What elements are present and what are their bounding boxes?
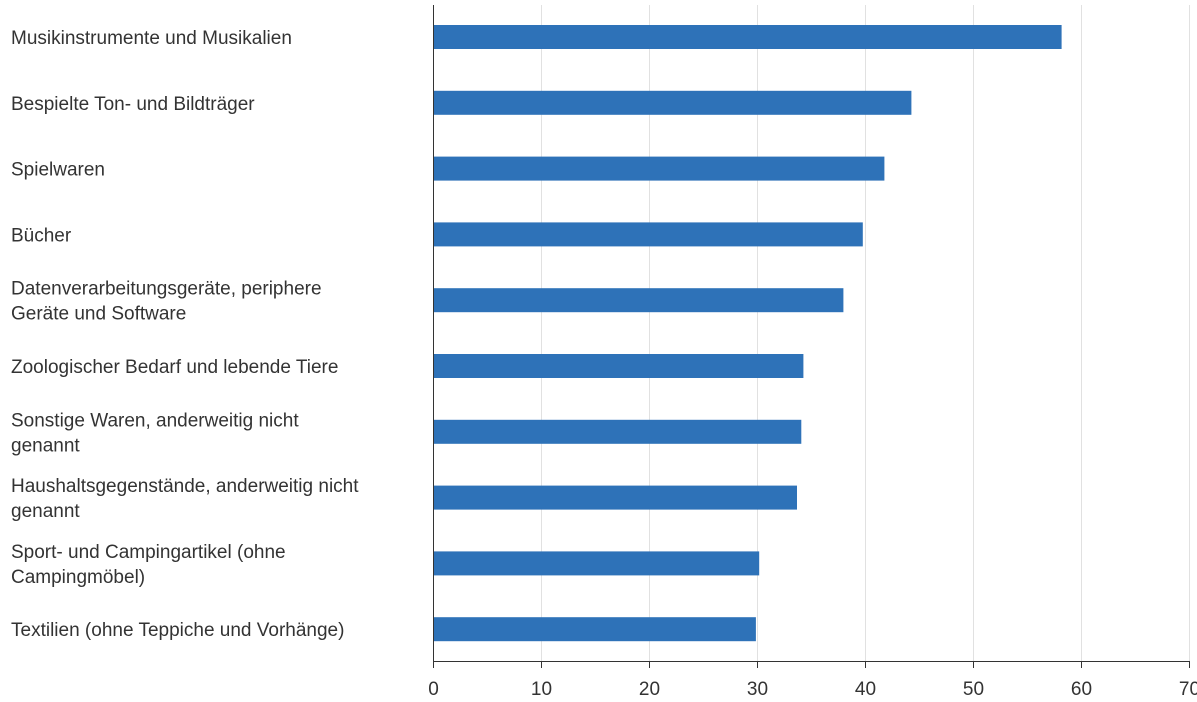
bar-1 (434, 25, 1062, 49)
category-label-9: Sport- und Campingartikel (ohne Campingmö… (11, 542, 286, 588)
category-label-6: Zoologischer Bedarf und lebende Tiere (11, 357, 338, 378)
x-tick-label-0: 0 (428, 679, 439, 700)
category-label-4: Bücher (11, 225, 72, 246)
bar-9 (434, 551, 760, 576)
bar-2 (434, 90, 912, 115)
bars (434, 25, 1062, 642)
category-label-7: Sonstige Waren, anderweitig nicht genannt (11, 410, 299, 456)
x-tick-label-50: 50 (963, 679, 984, 700)
bar-8 (434, 485, 797, 510)
category-label-5: Datenverarbeitungsgeräte, periphere Gerät… (11, 279, 322, 325)
category-label-8: Haushaltsgegenstände, anderweitig nicht g… (11, 476, 359, 522)
x-axis: 0 10 20 30 40 50 60 70 (428, 5, 1197, 700)
x-tick-label-30: 30 (747, 679, 768, 700)
category-label-2: Bespielte Ton- und Bildträger (11, 94, 255, 115)
category-label-10: Textilien (ohne Teppiche und Vorhänge) (11, 620, 344, 641)
x-tick-label-20: 20 (639, 679, 660, 700)
bar-6 (434, 354, 804, 378)
bar-7 (434, 419, 802, 444)
x-tick-label-10: 10 (531, 679, 552, 700)
x-tick-label-60: 60 (1071, 679, 1092, 700)
bar-5 (434, 288, 844, 313)
x-tick-label-40: 40 (855, 679, 876, 700)
category-label-3: Spielwaren (11, 160, 105, 181)
x-tick-label-70: 70 (1179, 679, 1197, 700)
bar-4 (434, 222, 863, 247)
category-labels: Musikinstrumente und Musikalien Bespielte… (11, 28, 359, 641)
bar-10 (434, 617, 756, 642)
bar-3 (434, 156, 885, 181)
category-label-1: Musikinstrumente und Musikalien (11, 28, 292, 49)
